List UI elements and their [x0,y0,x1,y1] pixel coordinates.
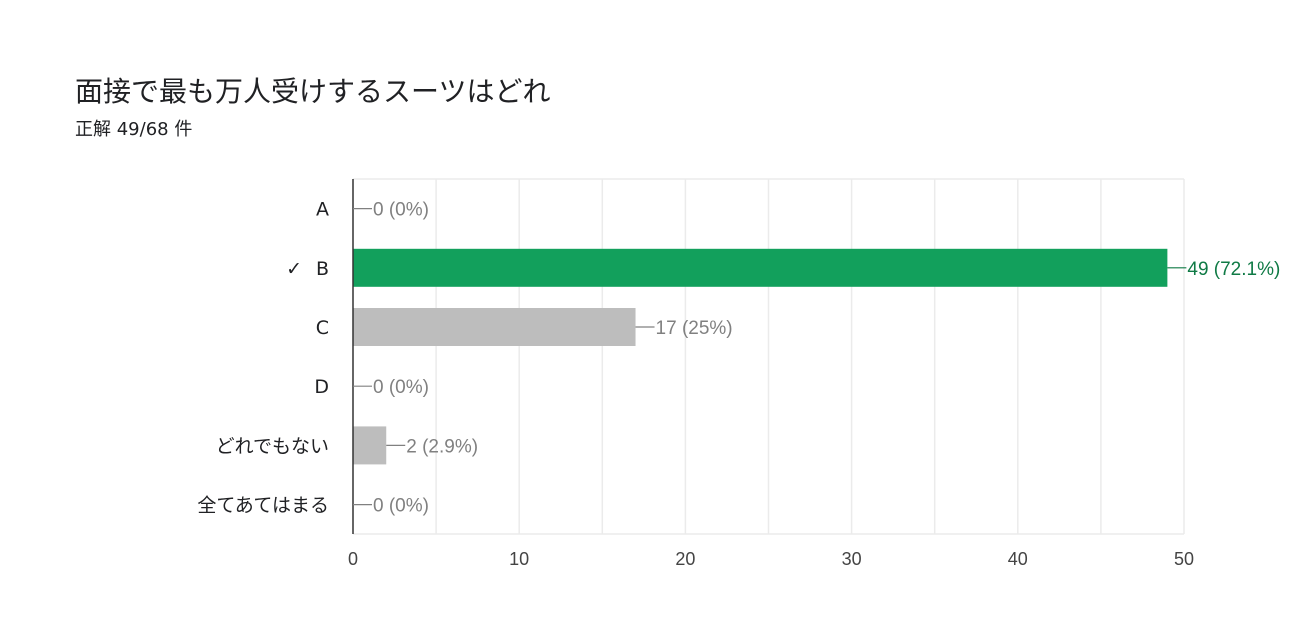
bars [353,248,1168,465]
value-label-0: 0 (0%) [373,200,429,221]
category-label-5: 全てあてはまる [197,495,329,517]
value-label-4: 2 (2.9%) [406,436,478,457]
x-tick-label-40: 40 [1008,549,1028,569]
value-label-1: 49 (72.1%) [1187,259,1280,280]
value-label-5: 0 (0%) [373,496,429,517]
x-tick-label-50: 50 [1174,549,1194,569]
value-label-3: 0 (0%) [373,377,429,398]
category-label-1: B [316,258,329,280]
value-label-2: 17 (25%) [656,318,733,339]
x-tick-label-0: 0 [348,549,358,569]
category-label-0: A [316,199,329,221]
x-tick-label-30: 30 [842,549,862,569]
x-tick-label-10: 10 [509,549,529,569]
x-tick-label-20: 20 [675,549,695,569]
question-title: 面接で最も万人受けするスーツはどれ [75,75,551,108]
bar-4 [353,426,387,465]
category-label-2: C [316,317,329,339]
bar-2 [353,308,636,346]
gridlines [353,178,1185,535]
bar-1 [353,248,1168,287]
correct-count: 正解 49/68 件 [75,119,193,140]
tick-labels: 0 10 20 30 40 50 [348,549,1194,569]
correct-check-icon: ✓ [286,258,302,280]
category-label-4: どれでもない [216,435,329,457]
value-labels: 0 (0%) 49 (72.1%) 17 (25%) 0 (0%) 2 (2.9%) 0 … [353,200,1280,517]
category-label-3: D [314,376,329,398]
